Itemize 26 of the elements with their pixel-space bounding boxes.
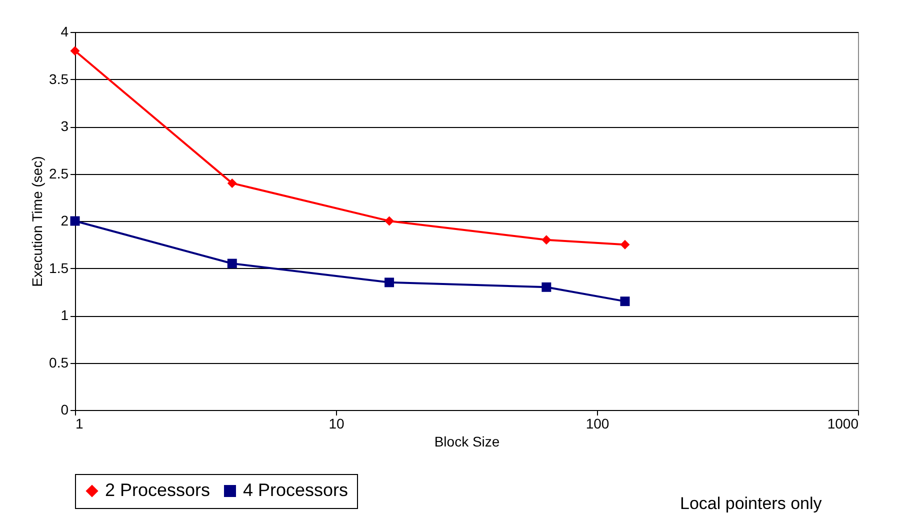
y-tick-label: 0.5 (49, 354, 69, 370)
legend-label: 2 Processors (105, 480, 210, 500)
y-tick-label: 2 (60, 212, 69, 228)
y-tick-label: 1 (60, 307, 69, 323)
point (384, 216, 394, 226)
point (227, 258, 237, 268)
x-tick-label: 1 (76, 416, 84, 432)
x-axis-title: Block Size (434, 434, 500, 450)
y-tick-label: 3.5 (49, 70, 69, 87)
x-tick-label: 1000 (827, 416, 859, 432)
text: Local pointers only (680, 494, 822, 514)
x-tick-label: 10 (328, 416, 344, 432)
x-tick-label: 100 (586, 416, 610, 432)
y-tick-label: 1.5 (49, 260, 69, 276)
y-tick-label: 3 (60, 118, 69, 134)
point (542, 235, 552, 245)
y-tick-label: 4 (60, 24, 69, 40)
point (227, 178, 237, 188)
point (384, 278, 394, 288)
point (542, 282, 552, 292)
y-tick-label: 0 (60, 402, 69, 418)
point (70, 46, 80, 56)
y-axis-title: Execution Time (sec) (29, 156, 46, 287)
point (70, 216, 80, 226)
y-tick-label: 2.5 (49, 165, 69, 182)
legend-label: 4 Processors (243, 480, 348, 500)
